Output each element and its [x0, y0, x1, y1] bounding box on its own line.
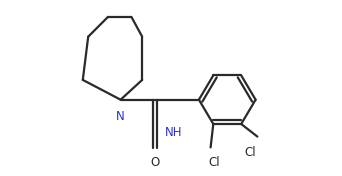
- Text: Cl: Cl: [244, 146, 255, 159]
- Text: NH: NH: [165, 126, 182, 139]
- Text: Cl: Cl: [208, 156, 220, 169]
- Text: N: N: [116, 110, 125, 123]
- Text: O: O: [150, 156, 160, 168]
